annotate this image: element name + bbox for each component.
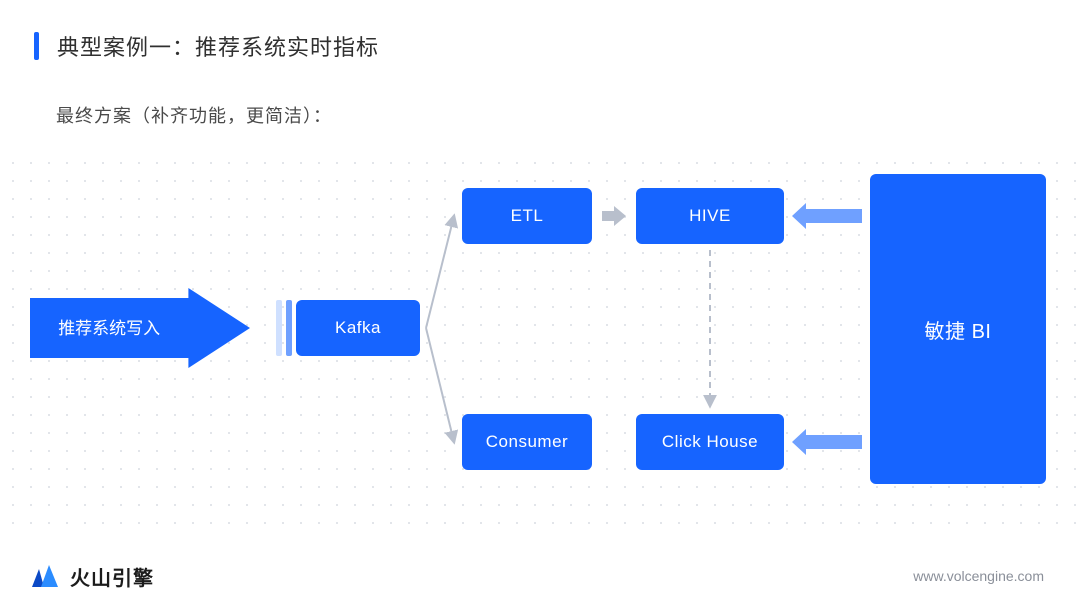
consumer-node: Consumer [462,414,592,470]
kafka-label: Kafka [335,318,381,338]
clickhouse-node: Click House [636,414,784,470]
kafka-node: Kafka [296,300,420,356]
arrow [602,206,626,226]
footer: 火山引擎 www.volcengine.com [0,544,1080,608]
consumer-label: Consumer [486,432,568,452]
etl-node: ETL [462,188,592,244]
svg-text:推荐系统写入: 推荐系统写入 [58,319,160,338]
block-arrow [792,429,862,455]
clickhouse-label: Click House [662,432,758,452]
brand: 火山引擎 [30,562,154,591]
kafka-stripe [286,300,292,356]
edge [426,216,454,328]
hive-node: HIVE [636,188,784,244]
bi-node: 敏捷 BI [870,174,1046,484]
etl-label: ETL [511,206,544,226]
bi-label: 敏捷 BI [925,315,992,344]
volcengine-logo-icon [30,563,60,589]
brand-name: 火山引擎 [70,562,154,591]
architecture-diagram: 推荐系统写入 Kafka ETL Consumer HIVE Click House 敏捷 … [0,0,1080,608]
footer-url: www.volcengine.com [913,568,1044,584]
hive-label: HIVE [689,206,731,226]
block-arrow [792,203,862,229]
input-arrow-node: 推荐系统写入 [30,288,250,368]
edge [426,328,454,442]
kafka-stripe [276,300,282,356]
